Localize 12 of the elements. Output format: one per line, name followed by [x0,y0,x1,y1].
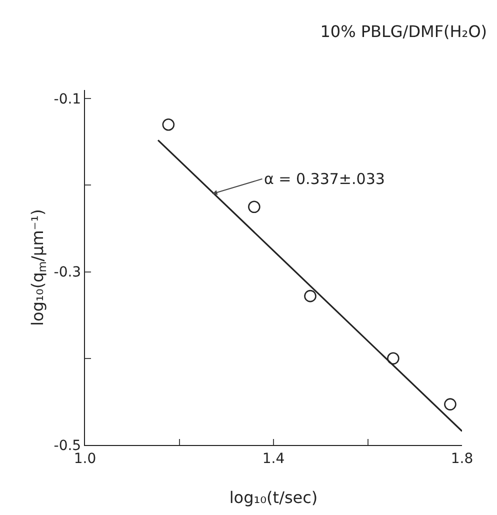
x-tick-label: 1.4 [262,450,285,467]
y-tick-label: -0.3 [54,264,82,281]
point [444,398,456,410]
chart-title: 10% PBLG/DMF(H₂O) [320,22,488,41]
point [162,118,175,131]
annotation: α = 0.337±.033 [264,170,385,188]
point [387,352,400,365]
point [304,290,316,302]
point [248,200,260,214]
x-tick-label: 1.8 [450,450,474,467]
x-axis-title: log₁₀(t/sec) [229,488,318,508]
y-tick-label: -0.1 [54,92,82,108]
